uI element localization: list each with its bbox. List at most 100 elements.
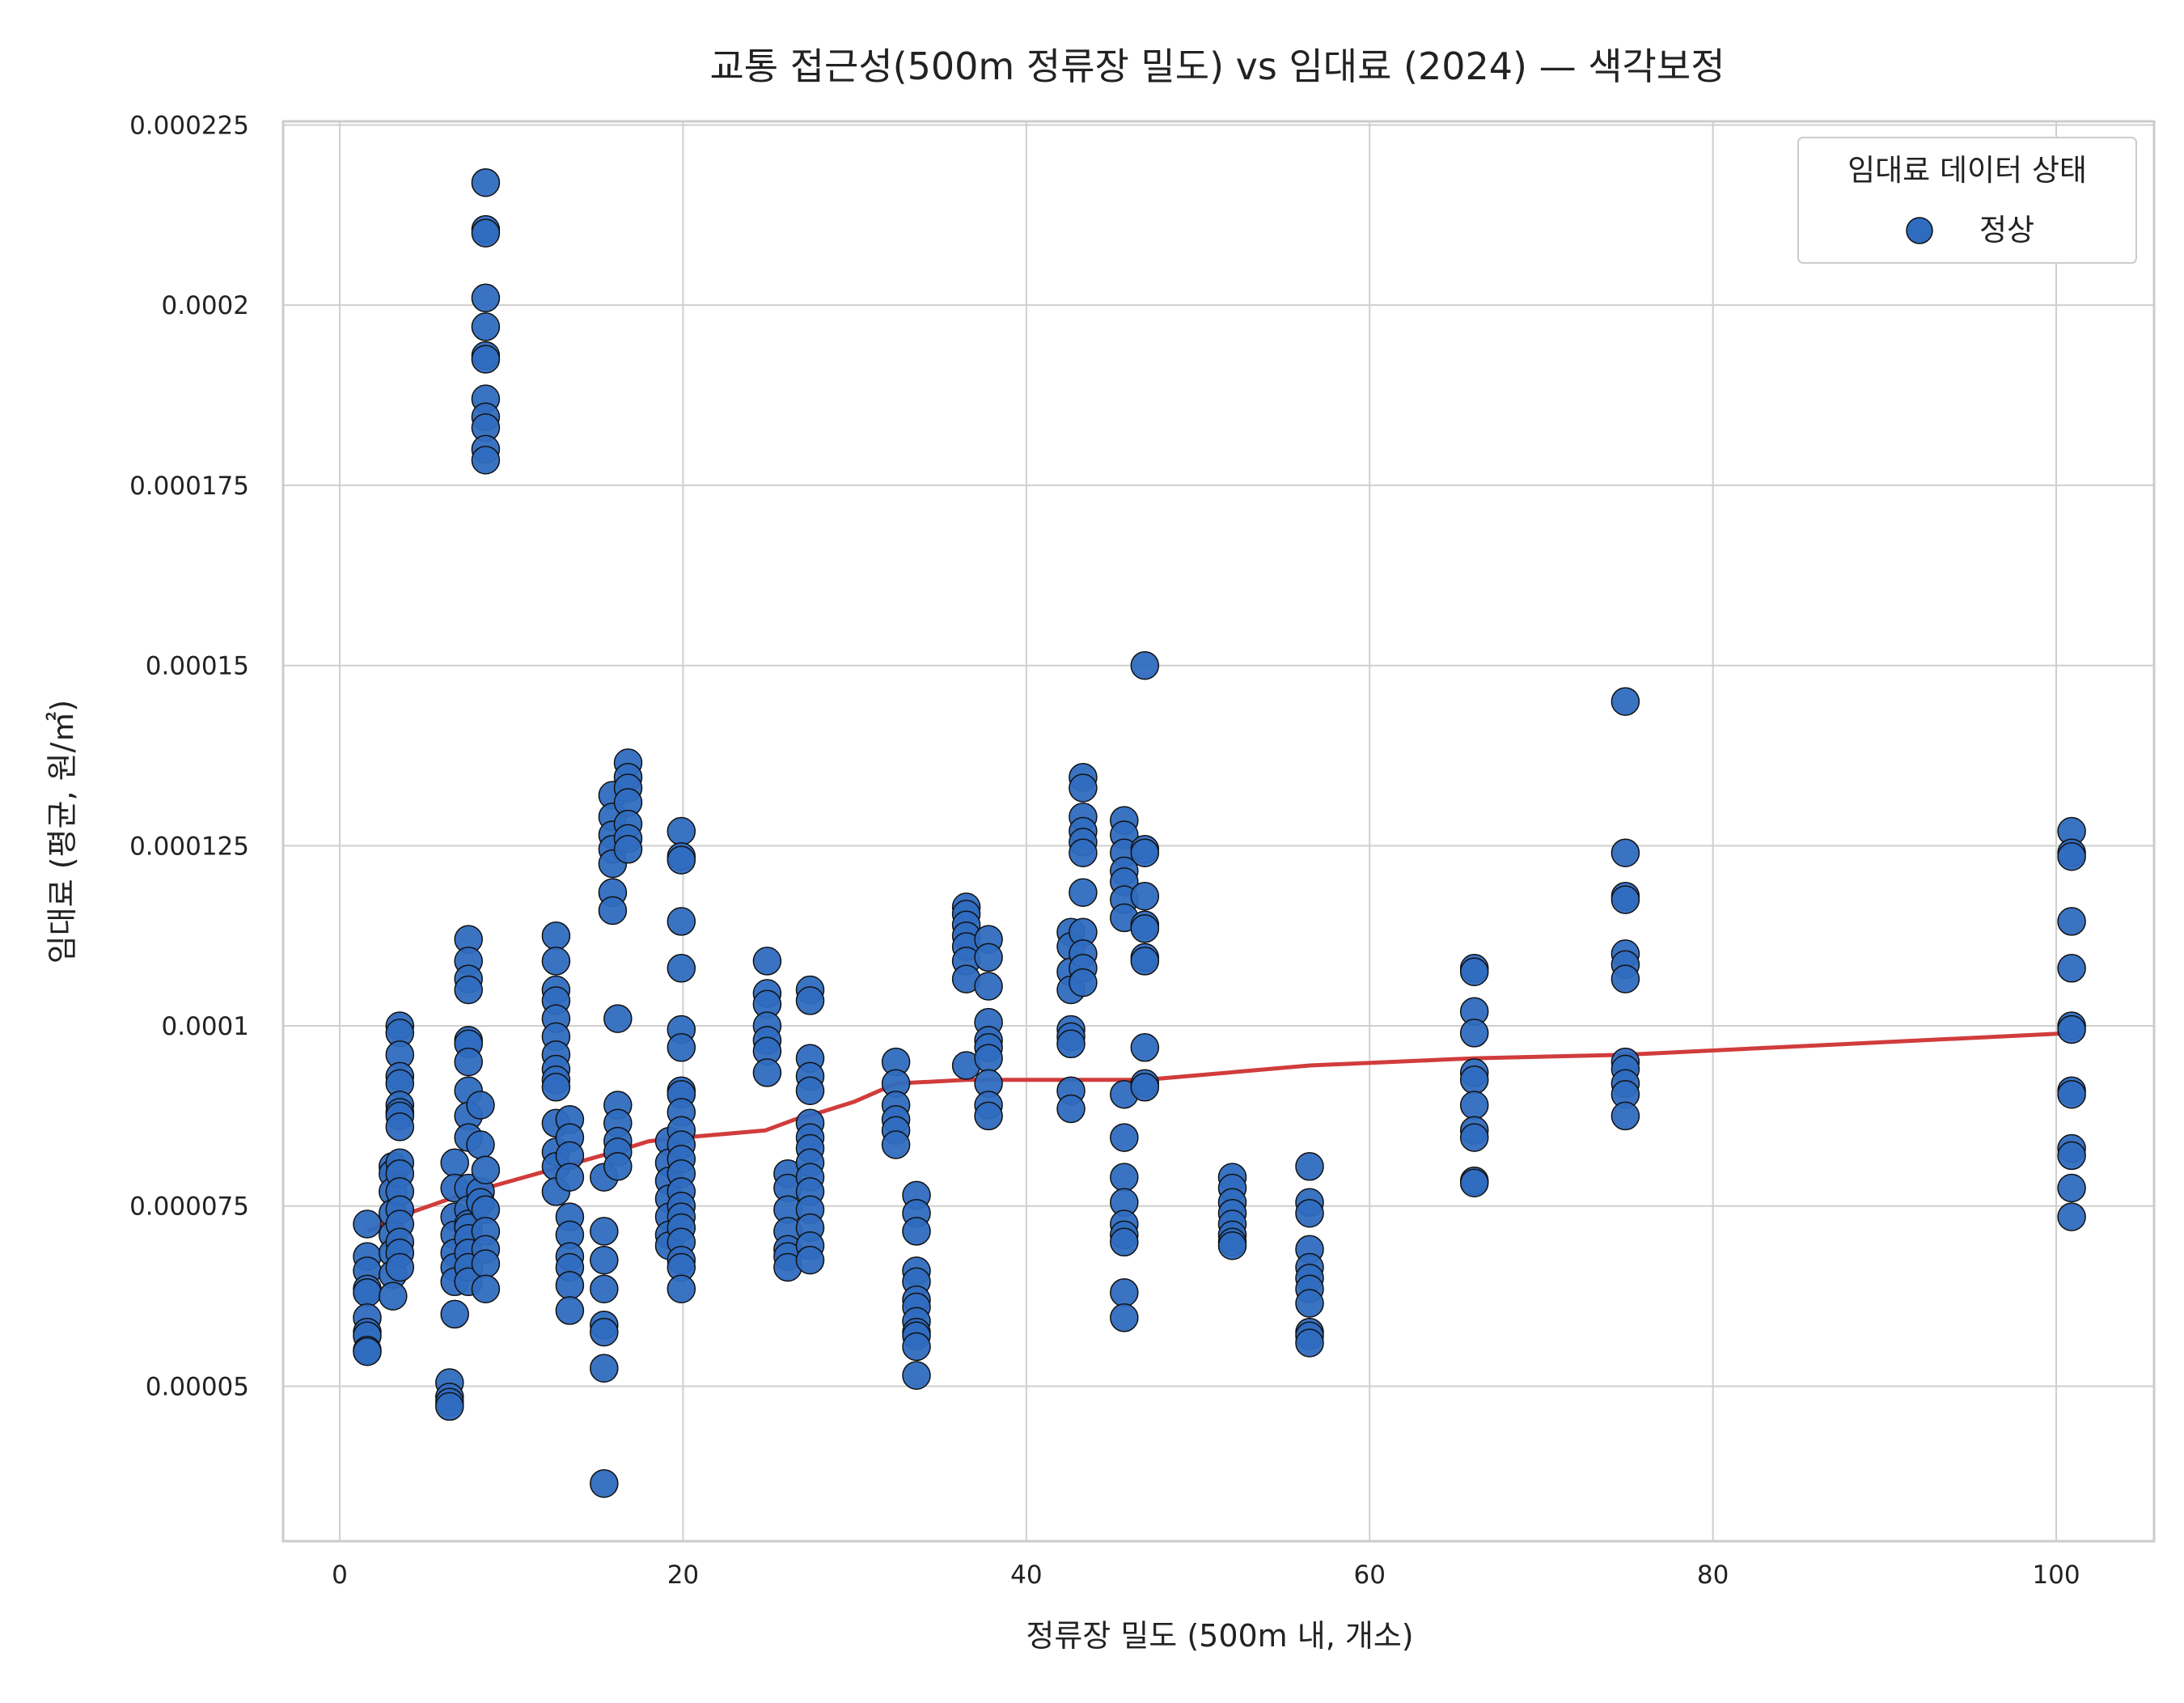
data-point: [902, 1361, 931, 1390]
data-point: [1459, 1065, 1489, 1095]
y-tick-label: 0.000175: [129, 472, 249, 501]
data-point: [471, 1249, 501, 1278]
data-point: [1130, 914, 1160, 943]
data-point: [2057, 1079, 2086, 1109]
y-tick-label: 0.0001: [162, 1012, 249, 1041]
data-point: [1610, 838, 1640, 867]
data-point: [590, 1317, 619, 1347]
data-point: [471, 1274, 501, 1303]
data-point: [471, 1155, 501, 1184]
data-point: [1217, 1231, 1247, 1260]
data-point: [353, 1337, 382, 1366]
y-tick-label: 0.000225: [129, 111, 249, 140]
data-point: [603, 1152, 633, 1181]
y-tick-label: 0.000075: [129, 1193, 249, 1222]
x-tick-label: 80: [1697, 1561, 1729, 1590]
data-point: [1130, 947, 1160, 976]
data-point: [1130, 881, 1160, 911]
data-point: [590, 1217, 619, 1246]
grid-lines: [283, 121, 2154, 1541]
data-point: [353, 1277, 382, 1307]
data-point: [1459, 1091, 1489, 1120]
data-point: [974, 972, 1003, 1001]
data-point: [466, 1130, 495, 1159]
data-point: [1295, 1152, 1324, 1181]
data-point: [555, 1270, 585, 1300]
data-point: [2057, 841, 2086, 871]
data-point: [555, 1296, 585, 1325]
data-point: [555, 1163, 585, 1192]
data-point: [902, 1332, 931, 1362]
data-point: [667, 954, 696, 983]
data-point: [466, 1091, 495, 1120]
data-point: [1056, 1029, 1086, 1059]
x-tick-label: 40: [1010, 1561, 1042, 1590]
data-point: [974, 943, 1003, 972]
x-tick-label: 20: [667, 1561, 699, 1590]
data-point: [590, 1354, 619, 1383]
data-point: [1610, 1101, 1640, 1131]
data-point: [1110, 1277, 1139, 1307]
data-point: [1610, 885, 1640, 914]
data-point: [1295, 1198, 1324, 1228]
data-point: [1110, 1123, 1139, 1152]
data-point: [902, 1217, 931, 1246]
data-point: [598, 896, 628, 926]
data-point: [667, 1033, 696, 1062]
data-point: [471, 312, 501, 341]
data-point: [454, 1047, 483, 1077]
data-point: [590, 1468, 619, 1498]
data-point: [795, 1076, 825, 1105]
legend-item-label: 정상: [1979, 213, 2034, 248]
data-point: [1069, 968, 1098, 998]
data-point: [440, 1299, 469, 1329]
data-point: [1069, 773, 1098, 803]
x-tick-label: 100: [2032, 1561, 2080, 1590]
data-point: [1056, 1094, 1086, 1124]
data-point: [385, 1112, 415, 1142]
data-points: [353, 167, 2086, 1498]
data-point: [1110, 1227, 1139, 1257]
data-point: [667, 1274, 696, 1303]
legend-marker: [1906, 217, 1933, 244]
data-point: [1459, 1123, 1489, 1152]
data-point: [541, 1073, 571, 1102]
y-tick-labels: 0.00005 0.000075 0.0001 0.000125 0.00015 0.00…: [129, 111, 249, 1401]
data-point: [881, 1130, 911, 1159]
data-point: [974, 1101, 1003, 1131]
axes-frame: [281, 120, 2156, 1543]
data-point: [1459, 1019, 1489, 1048]
data-point: [1130, 650, 1160, 680]
data-point: [471, 283, 501, 313]
data-point: [2057, 1141, 2086, 1171]
y-tick-label: 0.000125: [129, 832, 249, 861]
data-point: [353, 1209, 382, 1239]
data-point: [454, 975, 483, 1005]
x-tick-label: 0: [332, 1561, 348, 1590]
data-point: [541, 921, 571, 951]
data-point: [2057, 954, 2086, 983]
data-point: [1295, 1289, 1324, 1318]
y-axis-label: 임대료 (평균, 원/㎡): [44, 700, 80, 964]
data-point: [1069, 878, 1098, 907]
data-point: [440, 1148, 469, 1178]
data-point: [1610, 687, 1640, 716]
data-point: [590, 1245, 619, 1275]
data-point: [1459, 1168, 1489, 1197]
chart-title: 교통 접근성(500m 정류장 밀도) vs 임대료 (2024) — 색각보정: [709, 44, 1725, 88]
data-point: [471, 167, 501, 197]
data-point: [1110, 1303, 1139, 1332]
data-point: [1069, 838, 1098, 867]
data-point: [1110, 1163, 1139, 1192]
data-point: [385, 1252, 415, 1282]
data-point: [667, 816, 696, 846]
data-point: [471, 445, 501, 475]
data-point: [1130, 1033, 1160, 1062]
data-point: [590, 1274, 619, 1303]
data-point: [471, 345, 501, 374]
data-point: [752, 947, 782, 976]
data-point: [1130, 1073, 1160, 1102]
data-point: [795, 1245, 825, 1275]
